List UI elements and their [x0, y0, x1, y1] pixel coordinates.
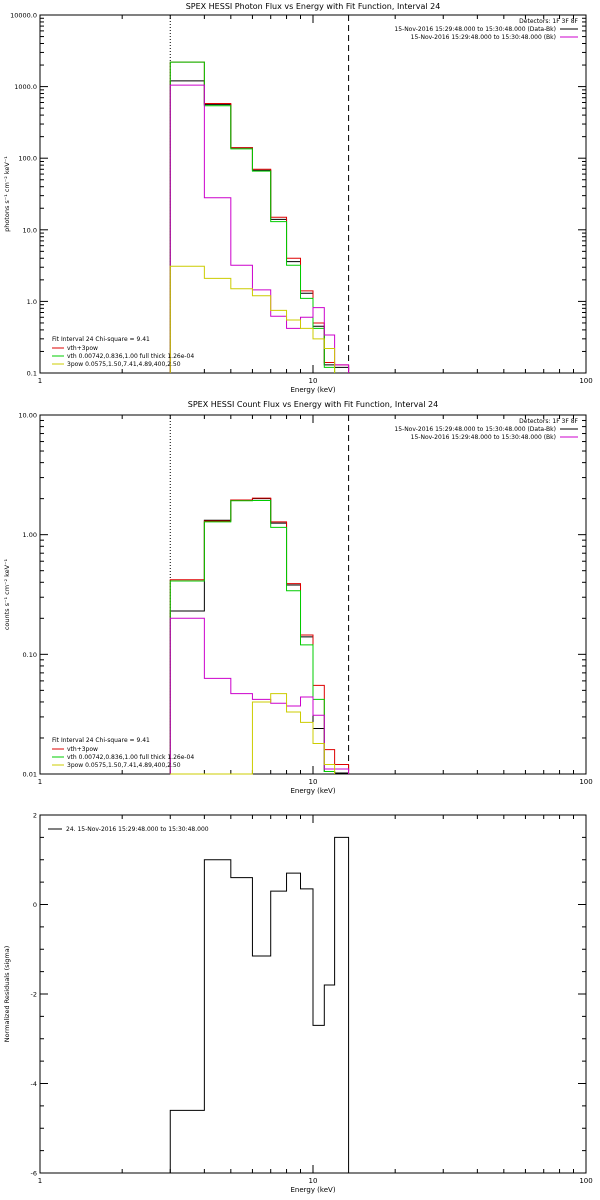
y-axis-label: Normalized Residuals (sigma) — [3, 946, 11, 1043]
histogram-series-5 — [169, 265, 336, 373]
histogram-series-4 — [169, 84, 350, 373]
legend-entry-label: 15-Nov-2016 15:29:48.000 to 15:30:48.000… — [394, 26, 556, 33]
legend-header: Detectors: 1F 3F 8F — [519, 418, 578, 425]
x-tick-label: 1 — [38, 778, 42, 786]
fit-legend-header: Fit Interval 24 Chi-square = 9.41 — [52, 737, 150, 744]
fit-legend-label: vth+3pow — [67, 345, 98, 352]
chart-panel-3: 1 10 100 -6 -4 -2 0 2 Energy (keV) Normalized Res… — [3, 812, 593, 1195]
y-tick-label: 10.0 — [23, 226, 37, 234]
x-axis-label: Energy (keV) — [290, 1186, 335, 1194]
y-tick-label: 1.0 — [27, 298, 37, 306]
chart-panel-1: SPEX HESSI Photon Flux vs Energy with Fi… — [3, 2, 593, 394]
histogram-series-3 — [169, 61, 336, 373]
x-tick-label: 100 — [579, 778, 592, 786]
histogram-series-2 — [169, 497, 350, 774]
histogram-series-1 — [169, 80, 350, 373]
y-tick-label: 1.00 — [23, 531, 37, 539]
fit-legend-label: vth 0.00742,0.836,1.00 full thick 1.26e-… — [67, 353, 194, 360]
histogram-series-5 — [170, 693, 336, 775]
y-tick-label: 10000.0 — [10, 12, 37, 20]
fit-legend-label: vth+3pow — [67, 746, 98, 753]
histogram-series-3 — [169, 499, 336, 774]
x-tick-label: 100 — [579, 377, 592, 385]
chart-panel-2: SPEX HESSI Count Flux vs Energy with Fit… — [3, 400, 593, 795]
histogram-series-4 — [169, 617, 350, 774]
y-axis-label: counts s⁻¹ cm⁻² keV⁻¹ — [3, 558, 11, 630]
x-tick-label: 1 — [38, 1177, 42, 1185]
y-axis-label: photons s⁻¹ cm⁻² keV⁻¹ — [3, 156, 11, 232]
x-tick-label: 10 — [309, 1177, 318, 1185]
x-tick-label: 10 — [309, 377, 318, 385]
y-tick-label: 0 — [33, 901, 37, 909]
y-tick-label: 0.1 — [27, 370, 37, 378]
chart-title: SPEX HESSI Count Flux vs Energy with Fit… — [188, 400, 439, 409]
x-tick-label: 1 — [38, 377, 42, 385]
fit-legend-label: 3pow 0.0575,1.50,7.41,4.89,400,2.50 — [67, 762, 181, 769]
y-tick-label: -6 — [31, 1170, 37, 1178]
fit-legend-label: vth 0.00742,0.836,1.00 full thick 1.26e-… — [67, 754, 194, 761]
y-tick-label: 0.10 — [23, 651, 37, 659]
chart-title: SPEX HESSI Photon Flux vs Energy with Fi… — [186, 2, 441, 11]
x-tick-label: 100 — [579, 1177, 592, 1185]
fit-legend-header: Fit Interval 24 Chi-square = 9.41 — [52, 336, 150, 343]
x-tick-label: 10 — [309, 778, 318, 786]
histogram-series-1 — [169, 836, 350, 1173]
y-tick-label: -2 — [31, 991, 37, 999]
fit-legend-label: 3pow 0.0575,1.50,7.41,4.89,400,2.50 — [67, 361, 181, 368]
y-tick-label: 1000.0 — [14, 83, 37, 91]
y-tick-label: 2 — [33, 812, 37, 820]
legend-entry-label: 15-Nov-2016 15:29:48.000 to 15:30:48.000… — [411, 34, 556, 41]
y-tick-label: 100.0 — [18, 155, 37, 163]
y-tick-label: 0.01 — [23, 771, 37, 779]
legend-header: Detectors: 1F 3F 8F — [519, 18, 578, 25]
legend-entry-label: 15-Nov-2016 15:29:48.000 to 15:30:48.000… — [411, 434, 556, 441]
histogram-series-1 — [169, 498, 350, 774]
x-axis-label: Energy (keV) — [290, 787, 335, 795]
x-axis-label: Energy (keV) — [290, 386, 335, 394]
legend-entry-label: 24. 15-Nov-2016 15:29:48.000 to 15:30:48… — [66, 826, 209, 833]
y-tick-label: 10.00 — [18, 412, 37, 420]
legend-entry-label: 15-Nov-2016 15:29:48.000 to 15:30:48.000… — [394, 426, 556, 433]
y-tick-label: -4 — [31, 1080, 37, 1088]
